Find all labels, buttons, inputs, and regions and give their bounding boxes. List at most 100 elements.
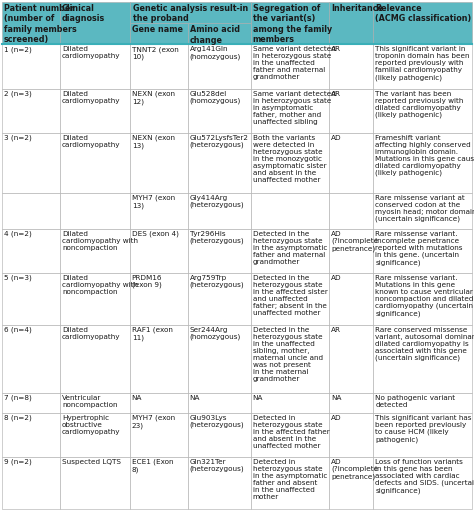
- Text: Detected in
heterozygous state
in the affected father
and absent in the
unaffect: Detected in heterozygous state in the af…: [253, 415, 329, 449]
- Bar: [2, 273, 60, 325]
- Bar: [188, 413, 251, 457]
- Bar: [188, 132, 251, 193]
- Bar: [130, 457, 188, 509]
- Bar: [251, 325, 329, 393]
- Text: 6 (n=4): 6 (n=4): [4, 327, 32, 333]
- Text: This significant variant has
been reported previously
to cause HCM (likely
patho: This significant variant has been report…: [375, 415, 472, 443]
- Text: Glu528del
(homozygous): Glu528del (homozygous): [190, 90, 241, 104]
- Text: Rare missense variant.
Incomplete penetrance
reported with mutations
in this gen: Rare missense variant. Incomplete penetr…: [375, 230, 463, 266]
- Bar: [329, 88, 373, 132]
- Text: Same variant detected
in heterozygous state
in asymptomatic
father, mother and
u: Same variant detected in heterozygous st…: [253, 90, 336, 125]
- Text: Dilated
cardiomyopathy: Dilated cardiomyopathy: [62, 47, 120, 59]
- Text: AD: AD: [331, 415, 342, 421]
- Text: Dilated
cardiomyopathy: Dilated cardiomyopathy: [62, 90, 120, 104]
- Text: Gln321Ter
(heterozygous): Gln321Ter (heterozygous): [190, 459, 244, 473]
- Bar: [60, 273, 130, 325]
- Bar: [373, 273, 472, 325]
- Text: Patient number
(number of
family members
screened): Patient number (number of family members…: [4, 4, 77, 44]
- Bar: [373, 229, 472, 273]
- Bar: [60, 393, 130, 413]
- Text: This significant variant in
troponin domain has been
reported previously with
fa: This significant variant in troponin dom…: [375, 47, 470, 81]
- Text: Rare conserved missense
variant, autosomal dominant
dilated cardiomyopathy is
as: Rare conserved missense variant, autosom…: [375, 327, 474, 361]
- Text: PRDM16
(exon 9): PRDM16 (exon 9): [132, 275, 162, 288]
- Text: 5 (n=3): 5 (n=3): [4, 275, 32, 281]
- Text: The variant has been
reported previously with
dilated cardiomyopathy
(likely pat: The variant has been reported previously…: [375, 90, 464, 118]
- Text: Rare missense variant.
Mutations in this gene
known to cause ventricular
noncomp: Rare missense variant. Mutations in this…: [375, 275, 474, 317]
- Bar: [2, 229, 60, 273]
- Bar: [60, 325, 130, 393]
- Bar: [373, 132, 472, 193]
- Bar: [329, 457, 373, 509]
- Bar: [60, 193, 130, 229]
- Bar: [2, 44, 60, 88]
- Bar: [60, 229, 130, 273]
- Bar: [130, 88, 188, 132]
- Text: AR: AR: [331, 47, 341, 53]
- Text: Dilated
cardiomyopathy: Dilated cardiomyopathy: [62, 134, 120, 148]
- Text: AD
(?incomplete
penetrance): AD (?incomplete penetrance): [331, 459, 378, 480]
- Text: Dilated
cardiomyopathy: Dilated cardiomyopathy: [62, 327, 120, 340]
- Bar: [329, 44, 373, 88]
- Bar: [373, 325, 472, 393]
- Text: Gene name: Gene name: [132, 25, 182, 34]
- Text: Segregation of
the variant(s)
among the family
members: Segregation of the variant(s) among the …: [253, 4, 332, 44]
- Bar: [373, 193, 472, 229]
- Bar: [2, 413, 60, 457]
- Text: AD: AD: [331, 134, 342, 141]
- Bar: [373, 457, 472, 509]
- Bar: [329, 325, 373, 393]
- Text: Dilated
cardiomyopathy with
noncompaction: Dilated cardiomyopathy with noncompactio…: [62, 275, 138, 295]
- Text: Detected in the
heterozygous state
in the unaffected
sibling, mother,
maternal u: Detected in the heterozygous state in th…: [253, 327, 323, 382]
- Text: RAF1 (exon
11): RAF1 (exon 11): [132, 327, 173, 341]
- Text: 4 (n=2): 4 (n=2): [4, 230, 32, 237]
- Bar: [188, 193, 251, 229]
- Bar: [373, 88, 472, 132]
- Bar: [251, 132, 329, 193]
- Text: Relevance
(ACMG classification): Relevance (ACMG classification): [375, 4, 472, 24]
- Bar: [130, 413, 188, 457]
- Bar: [130, 229, 188, 273]
- Bar: [2, 2, 60, 44]
- Bar: [130, 44, 188, 88]
- Bar: [60, 132, 130, 193]
- Text: Both the variants
were detected in
heterozygous state
in the monozygotic
asympto: Both the variants were detected in heter…: [253, 134, 326, 182]
- Bar: [188, 229, 251, 273]
- Text: NEXN (exon
12): NEXN (exon 12): [132, 90, 175, 105]
- Bar: [130, 2, 251, 23]
- Text: 9 (n=2): 9 (n=2): [4, 459, 32, 466]
- Bar: [130, 193, 188, 229]
- Bar: [251, 273, 329, 325]
- Text: 3 (n=2): 3 (n=2): [4, 134, 32, 141]
- Text: ECE1 (Exon
8): ECE1 (Exon 8): [132, 459, 173, 473]
- Bar: [251, 393, 329, 413]
- Bar: [251, 229, 329, 273]
- Text: MYH7 (exon
23): MYH7 (exon 23): [132, 415, 175, 429]
- Bar: [2, 193, 60, 229]
- Text: Ventricular
noncompaction: Ventricular noncompaction: [62, 394, 118, 408]
- Bar: [329, 193, 373, 229]
- Text: TNNT2 (exon
10): TNNT2 (exon 10): [132, 47, 179, 60]
- Text: NA: NA: [190, 394, 200, 401]
- Bar: [130, 325, 188, 393]
- Text: Detected in
heterozygous state
in the asymptomatic
father and absent
in the unaf: Detected in heterozygous state in the as…: [253, 459, 327, 500]
- Text: 7 (n=8): 7 (n=8): [4, 394, 32, 401]
- Bar: [373, 2, 472, 44]
- Bar: [251, 2, 329, 44]
- Bar: [251, 457, 329, 509]
- Bar: [2, 393, 60, 413]
- Text: Genetic analysis result-in
the proband: Genetic analysis result-in the proband: [133, 4, 248, 24]
- Text: Loss of function variants
in this gene has been
associated with cardiac
defects : Loss of function variants in this gene h…: [375, 459, 474, 494]
- Bar: [329, 2, 373, 44]
- Bar: [2, 88, 60, 132]
- Text: Same variant detected
in heterozygous state
in the unaffected
father and materna: Same variant detected in heterozygous st…: [253, 47, 336, 80]
- Bar: [60, 44, 130, 88]
- Bar: [329, 132, 373, 193]
- Bar: [130, 273, 188, 325]
- Bar: [60, 2, 130, 44]
- Text: MYH7 (exon
13): MYH7 (exon 13): [132, 195, 175, 208]
- Bar: [329, 393, 373, 413]
- Text: Frameshift variant
affecting highly conserved
immunoglobin domain.
Mutations in : Frameshift variant affecting highly cons…: [375, 134, 474, 176]
- Bar: [373, 413, 472, 457]
- Bar: [188, 88, 251, 132]
- Text: AR: AR: [331, 327, 341, 333]
